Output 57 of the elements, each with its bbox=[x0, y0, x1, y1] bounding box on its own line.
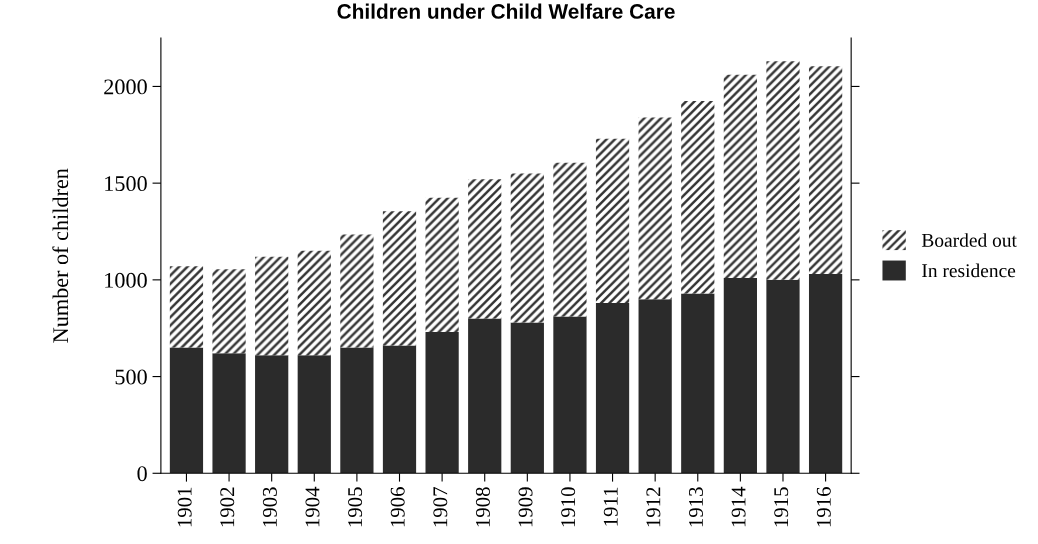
bar bbox=[212, 269, 246, 354]
bar bbox=[425, 332, 459, 474]
bar bbox=[425, 197, 459, 333]
bar bbox=[723, 277, 757, 474]
x-tick-label: 1913 bbox=[688, 487, 703, 527]
bar bbox=[638, 299, 672, 474]
x-tick-label: 1914 bbox=[731, 486, 746, 527]
legend-label: In residence bbox=[922, 263, 1016, 278]
y-axis-title: Number of children bbox=[52, 168, 69, 343]
y-tick-label: 1000 bbox=[105, 272, 147, 288]
bar bbox=[297, 355, 331, 474]
bar bbox=[553, 316, 587, 474]
x-tick-label: 1906 bbox=[390, 487, 405, 527]
bar bbox=[468, 179, 502, 319]
bar bbox=[766, 279, 800, 474]
bar bbox=[595, 138, 630, 304]
x-tick-label: 1910 bbox=[561, 487, 576, 527]
x-tick-label: 1916 bbox=[816, 487, 831, 527]
bar bbox=[169, 347, 204, 474]
bar bbox=[808, 66, 843, 275]
x-tick-label: 1903 bbox=[262, 487, 277, 527]
bar bbox=[255, 355, 289, 474]
y-tick-label: 1500 bbox=[105, 176, 147, 192]
bar bbox=[681, 293, 715, 474]
x-tick-label: 1908 bbox=[475, 487, 490, 527]
legend-label: Boarded out bbox=[921, 233, 1017, 247]
y-tick-label: 500 bbox=[115, 369, 147, 385]
bar bbox=[595, 303, 630, 474]
bar bbox=[766, 61, 800, 280]
bar bbox=[553, 162, 587, 317]
x-tick-label: 1905 bbox=[348, 487, 363, 527]
y-tick-label: 0 bbox=[137, 466, 147, 482]
x-tick-label: 1901 bbox=[177, 487, 192, 527]
x-tick-label: 1911 bbox=[603, 487, 618, 526]
bar bbox=[681, 100, 715, 294]
bar bbox=[340, 347, 374, 474]
bar bbox=[169, 266, 204, 348]
bar bbox=[212, 353, 246, 474]
bar bbox=[638, 117, 672, 300]
bar bbox=[510, 322, 544, 474]
bar bbox=[382, 211, 417, 346]
bar bbox=[340, 234, 374, 348]
x-tick-label: 1915 bbox=[774, 487, 789, 527]
bar bbox=[382, 345, 417, 474]
chart-title: Children under Child Welfare Care bbox=[337, 3, 675, 19]
y-tick-label: 2000 bbox=[104, 79, 147, 95]
x-tick-label: 1912 bbox=[646, 487, 661, 527]
x-tick-label: 1909 bbox=[518, 487, 533, 527]
x-tick-label: 1904 bbox=[305, 486, 320, 527]
bar bbox=[808, 274, 843, 474]
bar bbox=[255, 256, 289, 356]
bar bbox=[510, 173, 544, 323]
x-tick-label: 1907 bbox=[433, 487, 448, 527]
x-tick-label: 1902 bbox=[220, 487, 235, 527]
bar bbox=[297, 250, 331, 356]
bar bbox=[723, 74, 757, 278]
bar bbox=[468, 318, 502, 474]
